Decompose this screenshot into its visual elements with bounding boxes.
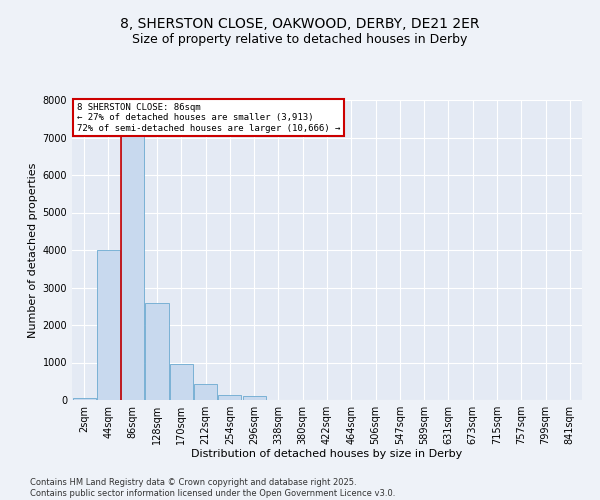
Bar — [97, 250, 120, 400]
Text: 8, SHERSTON CLOSE, OAKWOOD, DERBY, DE21 2ER: 8, SHERSTON CLOSE, OAKWOOD, DERBY, DE21 … — [120, 18, 480, 32]
Text: Contains HM Land Registry data © Crown copyright and database right 2025.
Contai: Contains HM Land Registry data © Crown c… — [30, 478, 395, 498]
Text: 8 SHERSTON CLOSE: 86sqm
← 27% of detached houses are smaller (3,913)
72% of semi: 8 SHERSTON CLOSE: 86sqm ← 27% of detache… — [77, 103, 340, 133]
Y-axis label: Number of detached properties: Number of detached properties — [28, 162, 38, 338]
Bar — [73, 398, 95, 400]
Bar — [242, 396, 266, 400]
Bar — [145, 302, 169, 400]
Bar — [194, 384, 217, 400]
Text: Size of property relative to detached houses in Derby: Size of property relative to detached ho… — [133, 32, 467, 46]
Bar — [170, 364, 193, 400]
Bar — [218, 395, 241, 400]
Bar — [121, 117, 144, 400]
X-axis label: Distribution of detached houses by size in Derby: Distribution of detached houses by size … — [191, 448, 463, 458]
